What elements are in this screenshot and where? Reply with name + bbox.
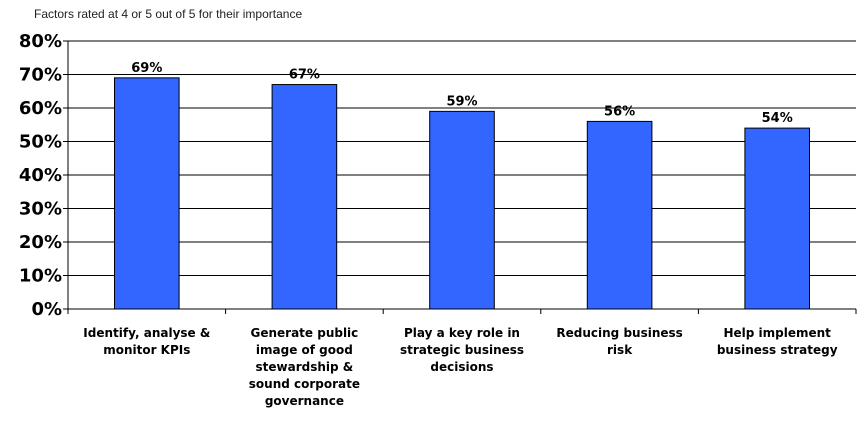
x-tick-label: business strategy [717,343,838,357]
bar [586,120,653,310]
y-tick-label: 70% [19,65,62,86]
x-tick-label: strategic business [400,343,524,357]
x-tick-label: Reducing business [556,326,682,340]
x-tick-label: sound corporate [249,377,360,391]
x-tick-label: Identify, analyse & [83,326,210,340]
x-tick-label: Help implement [723,326,831,340]
y-tick-label: 50% [19,132,62,153]
y-tick-label: 60% [19,98,62,119]
y-tick-label: 30% [19,199,62,220]
x-tick-label: decisions [430,360,493,374]
chart-subtitle: Factors rated at 4 or 5 out of 5 for the… [34,7,303,21]
bar [113,77,180,310]
data-label: 59% [446,94,477,109]
x-tick-label: risk [607,343,633,357]
x-tick-label: Generate public [250,326,358,340]
x-tick-label: image of good [256,343,353,357]
y-tick-label: 40% [19,165,62,186]
bar [271,84,338,310]
bar [744,127,811,310]
x-tick-label: governance [265,394,344,408]
y-tick-label: 10% [19,266,62,287]
data-label: 67% [289,68,320,83]
x-tick-label: Play a key role in [404,326,520,340]
y-tick-label: 20% [19,232,62,253]
data-label: 56% [604,104,635,119]
data-label: 69% [131,61,162,76]
x-tick-label: monitor KPIs [103,343,190,357]
bar [429,110,495,310]
y-tick-label: 80% [19,31,62,52]
y-tick-label: 0% [31,299,62,320]
x-tick-label: stewardship & [256,360,354,374]
data-label: 54% [762,111,793,126]
